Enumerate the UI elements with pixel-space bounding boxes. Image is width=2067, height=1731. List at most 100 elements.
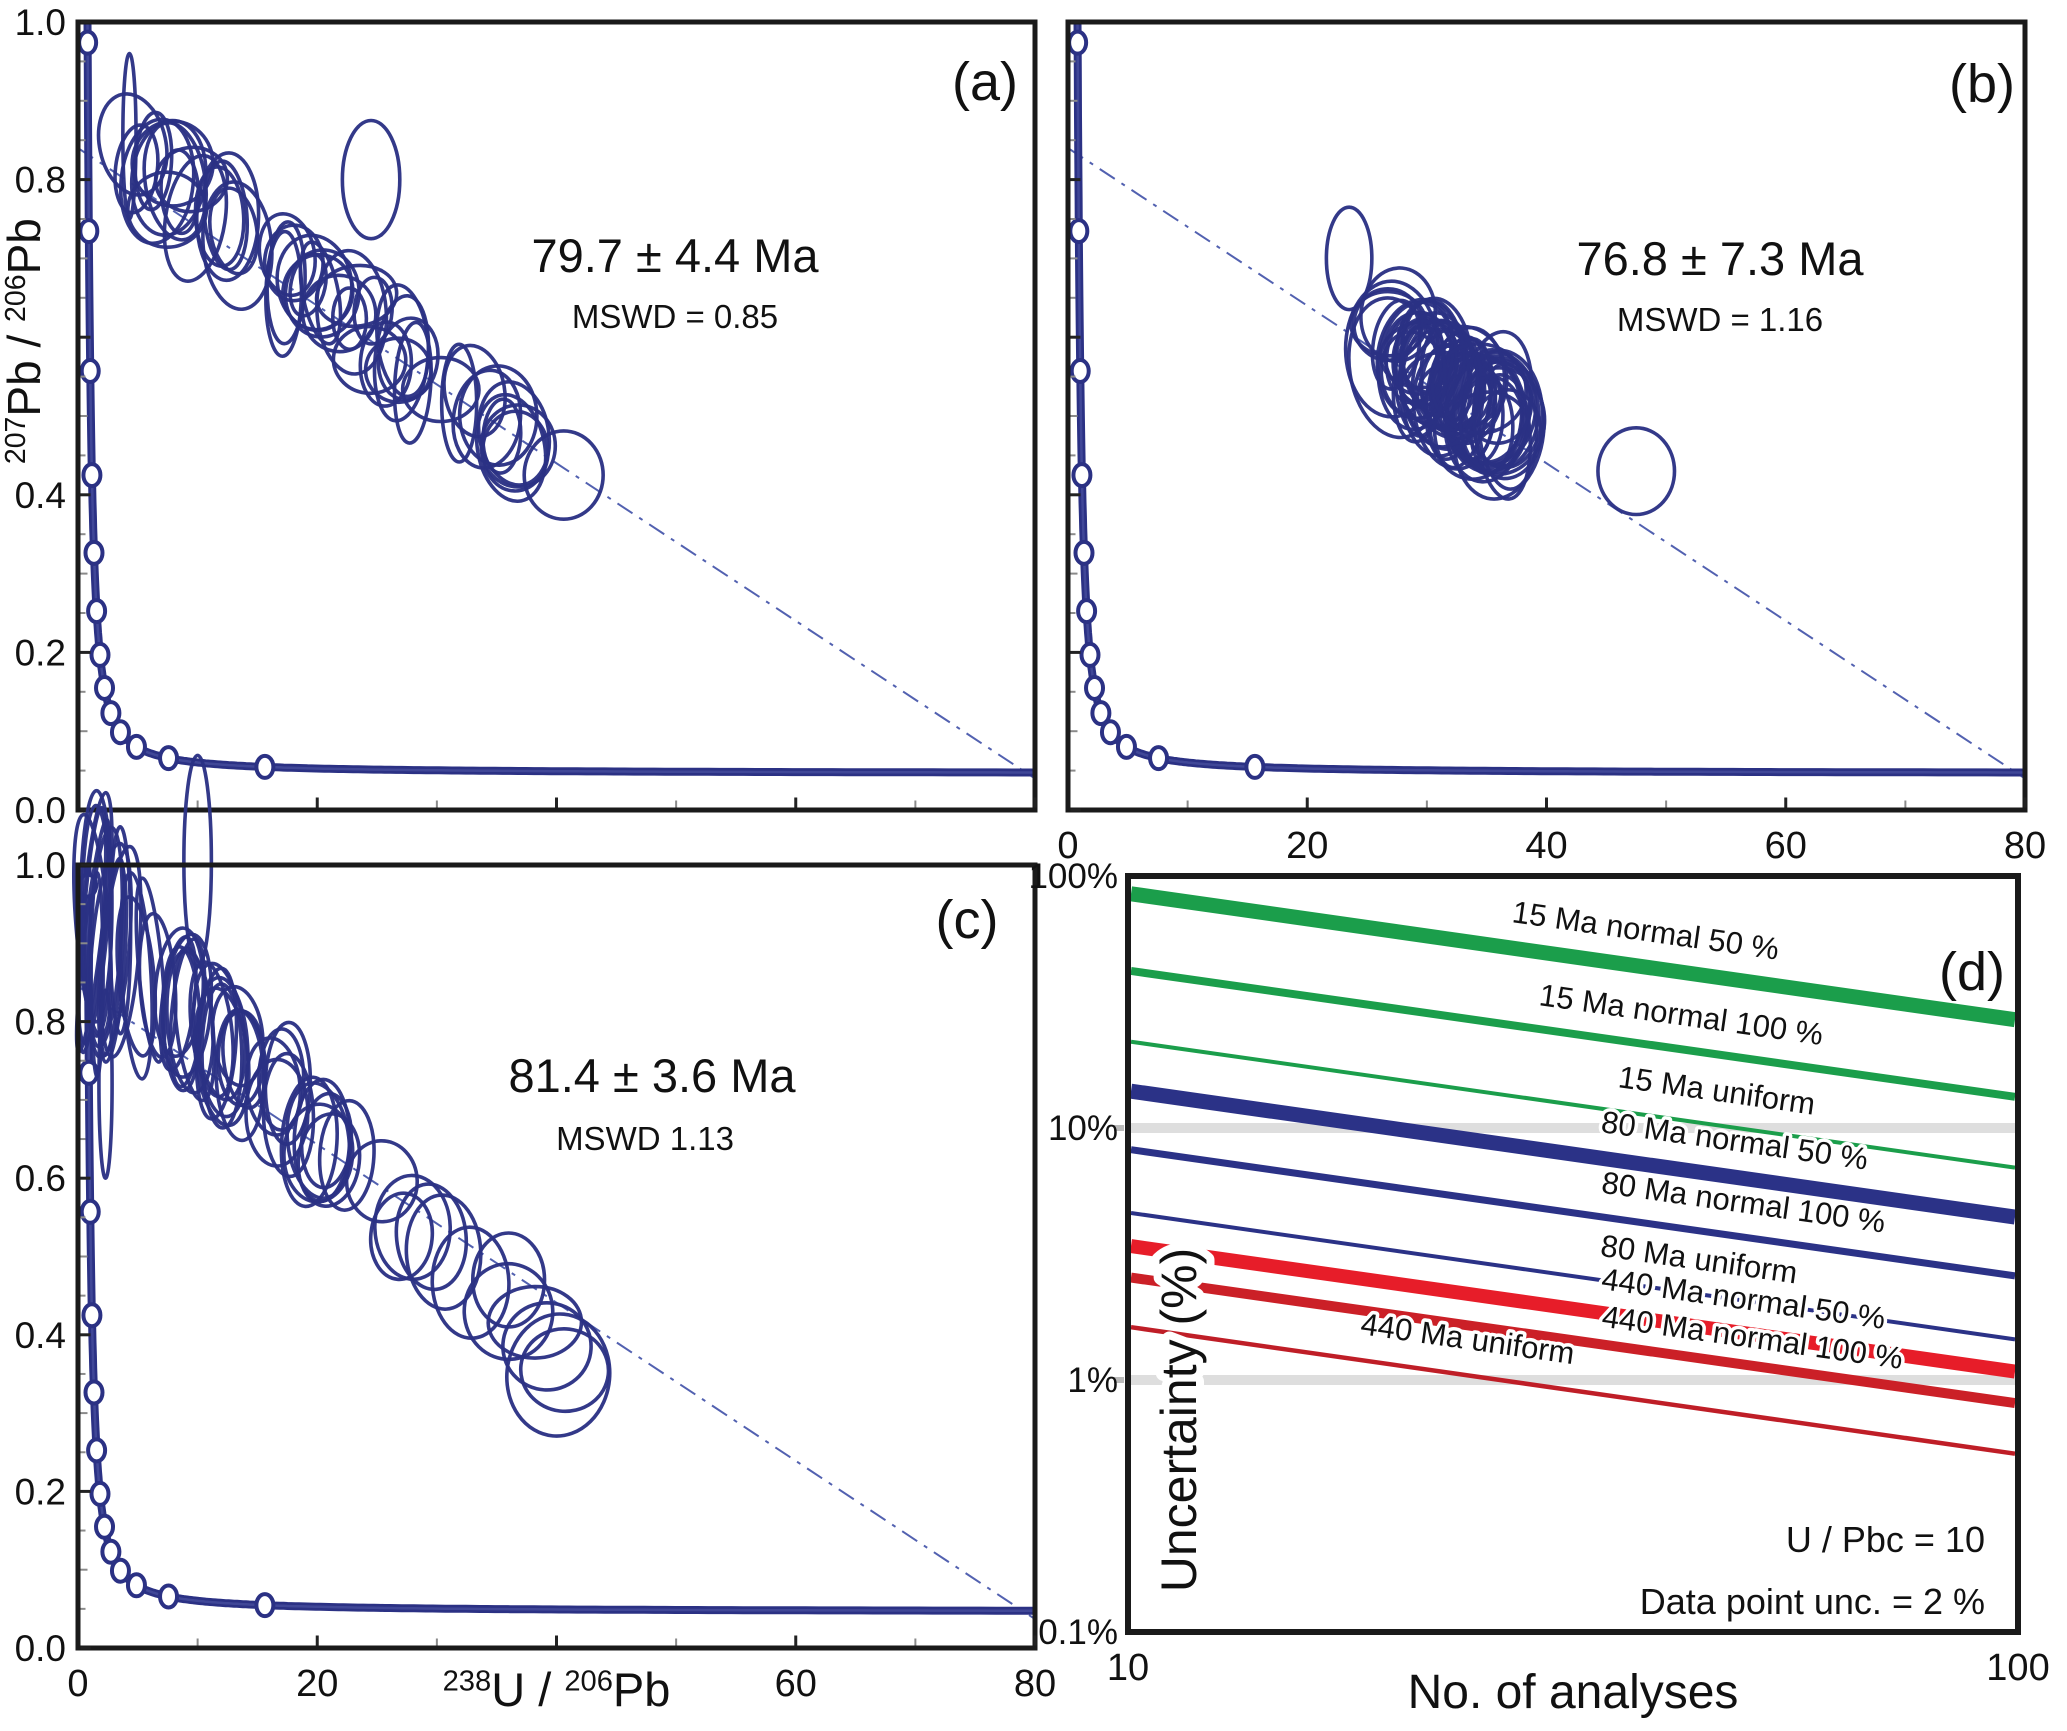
y-tick-label: 0.4 xyxy=(15,475,66,516)
series-line xyxy=(1130,1239,2016,1379)
y-tick-label: 0.4 xyxy=(15,1315,66,1356)
y-tick-label: 0.0 xyxy=(15,1628,66,1669)
concordia-age-marker xyxy=(1079,641,1101,668)
y-tick-label: 1.0 xyxy=(15,2,66,43)
panel-letter: (c) xyxy=(936,890,999,950)
error-ellipse xyxy=(474,392,548,504)
concordia-age-marker xyxy=(125,1572,147,1599)
clipped-layer xyxy=(78,22,1035,780)
error-ellipse xyxy=(262,223,325,303)
mswd-annotation: MSWD 1.13 xyxy=(556,1120,734,1157)
error-ellipse xyxy=(1596,426,1677,517)
error-ellipse xyxy=(522,429,605,522)
isotope-text: Pb / xyxy=(0,322,50,417)
concordia-age-marker xyxy=(79,1198,101,1225)
concordia-age-marker xyxy=(1084,674,1106,701)
x-tick-label: 80 xyxy=(2004,825,2046,867)
y-tick-label: 0.8 xyxy=(15,1002,66,1043)
discordia-line xyxy=(1068,147,2025,780)
error-ellipse xyxy=(470,1231,547,1329)
concordia-curve xyxy=(83,865,1035,1615)
x-axis-title: 238U / 206Pb xyxy=(443,1663,671,1716)
x-tick-label: 20 xyxy=(296,1663,338,1705)
isotope-superscript: 238 xyxy=(443,1665,492,1697)
error-ellipse xyxy=(430,1225,511,1341)
error-ellipse xyxy=(244,1057,310,1168)
error-ellipse xyxy=(479,403,558,489)
concordia-age-marker xyxy=(89,1480,111,1507)
panel-c: 0.0 0.2 0.4 0.6 0.8 1.0 0 20 60 80 238U / 206Pb 81.… xyxy=(15,753,1056,1716)
concordia-age-marker xyxy=(100,1538,122,1565)
error-ellipse xyxy=(373,1173,453,1282)
x-tick-label: 80 xyxy=(1014,1663,1056,1705)
concordia-age-marker xyxy=(94,674,116,701)
error-ellipse-group xyxy=(72,753,612,1438)
mswd-annotation: MSWD = 1.16 xyxy=(1617,301,1823,338)
series-line xyxy=(1130,1146,2016,1280)
series-label: 440 Ma uniform xyxy=(1359,1306,1577,1371)
x-tick-label: 0 xyxy=(1057,825,1078,867)
concordia-age-marker xyxy=(86,1437,108,1464)
concordia-age-marker xyxy=(89,641,111,668)
concordia-age-marker xyxy=(1244,753,1266,780)
error-ellipse xyxy=(89,871,105,1079)
concordia-age-marker xyxy=(94,1513,116,1540)
x-tick-label: 0 xyxy=(67,1663,88,1705)
error-ellipse xyxy=(363,336,433,405)
error-ellipse xyxy=(1398,311,1480,449)
y-tick-label: 1% xyxy=(1067,1361,1118,1400)
concordia-age-marker xyxy=(254,1592,276,1619)
isotope-text: U / xyxy=(491,1663,564,1716)
error-ellipse xyxy=(1370,298,1422,391)
series-line xyxy=(1129,886,2017,1028)
error-ellipse xyxy=(1324,205,1374,312)
error-ellipse xyxy=(126,170,209,250)
concordia-age-marker xyxy=(78,218,100,245)
error-ellipse xyxy=(97,988,114,1180)
concordia-age-marker xyxy=(158,745,180,772)
error-ellipse xyxy=(194,151,261,283)
gridline-band xyxy=(1131,1375,2015,1385)
isotope-superscript: 206 xyxy=(564,1665,613,1697)
concordia-age-marker xyxy=(81,1302,103,1329)
concordia-age-marker xyxy=(1071,462,1093,489)
error-ellipse xyxy=(261,1051,316,1179)
error-ellipse xyxy=(505,1312,612,1438)
series-line xyxy=(1129,1083,2017,1225)
concordia-age-marker xyxy=(158,1583,180,1610)
error-ellipse xyxy=(182,753,214,969)
error-ellipse xyxy=(121,51,138,221)
concordia-age-marker xyxy=(100,700,122,727)
y-tick-label: 1.0 xyxy=(15,845,66,886)
concordia-age-marker xyxy=(1073,539,1095,566)
concordia-age-marker xyxy=(81,462,103,489)
concordia-age-marker xyxy=(1115,733,1137,760)
x-tick-label: 40 xyxy=(1525,825,1567,867)
error-ellipse xyxy=(162,153,229,283)
age-annotation: 81.4 ± 3.6 Ma xyxy=(508,1049,796,1102)
series-line xyxy=(1130,1039,2016,1170)
concordia-age-marker xyxy=(1069,357,1091,384)
concordia-age-marker xyxy=(79,357,101,384)
concordia-age-marker xyxy=(1099,719,1121,746)
gridline-band xyxy=(1131,1123,2015,1133)
concordia-age-marker xyxy=(83,539,105,566)
error-ellipse xyxy=(1457,329,1534,470)
x-tick-label: 60 xyxy=(1765,825,1807,867)
concordia-age-marker xyxy=(78,29,99,56)
error-ellipse xyxy=(296,1112,362,1208)
plot-frame xyxy=(75,862,1038,1651)
x-tick-label: 60 xyxy=(775,1663,817,1705)
error-ellipse xyxy=(368,1191,435,1282)
panel-letter: (d) xyxy=(1939,942,2005,1002)
y-tick-label: 0.8 xyxy=(15,160,66,201)
error-ellipse xyxy=(1359,266,1438,364)
error-ellipse xyxy=(352,275,394,346)
error-ellipse xyxy=(300,273,378,354)
plot-frame xyxy=(1125,873,2021,1635)
clipped-layer xyxy=(1068,22,2025,780)
x-tick-label: 100 xyxy=(1986,1647,2049,1689)
series-line xyxy=(1130,1272,2016,1409)
error-ellipse-group xyxy=(96,51,605,522)
